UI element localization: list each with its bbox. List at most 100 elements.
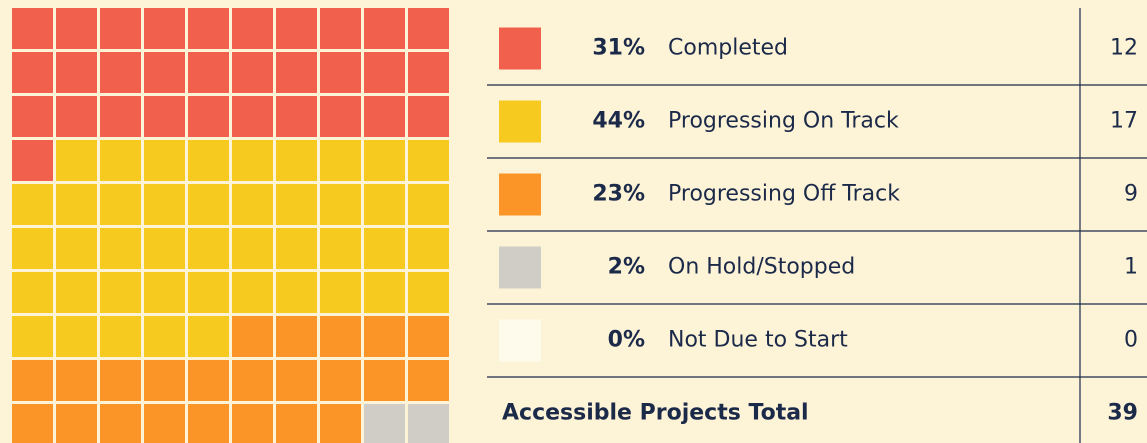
legend-swatch [499, 173, 541, 216]
waffle-cell [188, 8, 229, 49]
waffle-cell [188, 316, 229, 357]
waffle-cell [100, 96, 141, 137]
waffle-cell [276, 184, 317, 225]
waffle-cell [320, 404, 361, 443]
waffle-cell [408, 228, 449, 269]
waffle-cell [320, 228, 361, 269]
waffle-cell [12, 360, 53, 401]
waffle-cell [364, 228, 405, 269]
waffle-cell [12, 140, 53, 181]
waffle-cell [100, 272, 141, 313]
legend-swatch [499, 319, 541, 362]
waffle-cell [144, 96, 185, 137]
percent-label: 44% [592, 109, 645, 134]
waffle-cell [56, 96, 97, 137]
percent-label: 31% [592, 36, 645, 61]
waffle-cell [276, 52, 317, 93]
waffle-cell [188, 184, 229, 225]
waffle-cell [188, 96, 229, 137]
legend-label: Progressing On Track [668, 109, 899, 134]
waffle-cell [56, 360, 97, 401]
count-label: 12 [1110, 36, 1138, 61]
waffle-cell [56, 272, 97, 313]
waffle-cell [408, 360, 449, 401]
waffle-cell [232, 140, 273, 181]
waffle-cell [144, 184, 185, 225]
waffle-cell [232, 52, 273, 93]
waffle-cell [408, 140, 449, 181]
waffle-cell [56, 8, 97, 49]
waffle-cell [232, 316, 273, 357]
waffle-cell [364, 8, 405, 49]
legend-label: Not Due to Start [668, 328, 848, 353]
percent-label: 2% [608, 255, 645, 280]
waffle-cell [320, 316, 361, 357]
total-label: Accessible Projects Total [502, 401, 809, 426]
waffle-cell [408, 96, 449, 137]
waffle-cell [276, 228, 317, 269]
waffle-cell [12, 228, 53, 269]
waffle-cell [320, 140, 361, 181]
waffle-cell [364, 316, 405, 357]
legend-swatch [499, 100, 541, 143]
total-value: 39 [1107, 401, 1138, 426]
waffle-cell [100, 316, 141, 357]
waffle-cell [56, 316, 97, 357]
waffle-cell [188, 360, 229, 401]
waffle-cell [232, 8, 273, 49]
count-label: 0 [1124, 328, 1138, 353]
waffle-cell [144, 316, 185, 357]
waffle-cell [12, 8, 53, 49]
waffle-cell [232, 96, 273, 137]
waffle-cell [364, 140, 405, 181]
waffle-cell [188, 52, 229, 93]
waffle-cell [320, 272, 361, 313]
waffle-cell [276, 316, 317, 357]
waffle-cell [56, 140, 97, 181]
waffle-cell [144, 228, 185, 269]
waffle-cell [144, 52, 185, 93]
waffle-cell [12, 404, 53, 443]
waffle-cell [188, 140, 229, 181]
legend-label: On Hold/Stopped [668, 255, 855, 280]
waffle-cell [408, 184, 449, 225]
waffle-cell [144, 272, 185, 313]
waffle-cell [320, 8, 361, 49]
waffle-cell [320, 184, 361, 225]
count-label: 1 [1124, 255, 1138, 280]
waffle-cell [232, 184, 273, 225]
waffle-cell [408, 272, 449, 313]
legend-label: Completed [668, 36, 788, 61]
waffle-cell [100, 184, 141, 225]
percent-label: 23% [592, 182, 645, 207]
waffle-cell [56, 52, 97, 93]
waffle-cell [364, 360, 405, 401]
waffle-cell [364, 52, 405, 93]
waffle-cell [232, 272, 273, 313]
waffle-cell [364, 184, 405, 225]
waffle-cell [144, 8, 185, 49]
legend-swatch [499, 27, 541, 70]
waffle-cell [12, 316, 53, 357]
waffle-cell [56, 184, 97, 225]
legend-label: Progressing Off Track [668, 182, 900, 207]
waffle-cell [100, 52, 141, 93]
waffle-cell [276, 360, 317, 401]
waffle-cell [56, 404, 97, 443]
count-label: 17 [1110, 109, 1138, 134]
waffle-cell [408, 316, 449, 357]
waffle-cell [100, 140, 141, 181]
waffle-cell [100, 228, 141, 269]
waffle-cell [12, 52, 53, 93]
waffle-cell [276, 404, 317, 443]
waffle-cell [188, 228, 229, 269]
waffle-cell [276, 96, 317, 137]
percent-label: 0% [608, 328, 645, 353]
waffle-cell [144, 140, 185, 181]
waffle-cell [144, 404, 185, 443]
waffle-cell [320, 96, 361, 137]
waffle-cell [56, 228, 97, 269]
waffle-cell [364, 272, 405, 313]
waffle-cell [364, 96, 405, 137]
